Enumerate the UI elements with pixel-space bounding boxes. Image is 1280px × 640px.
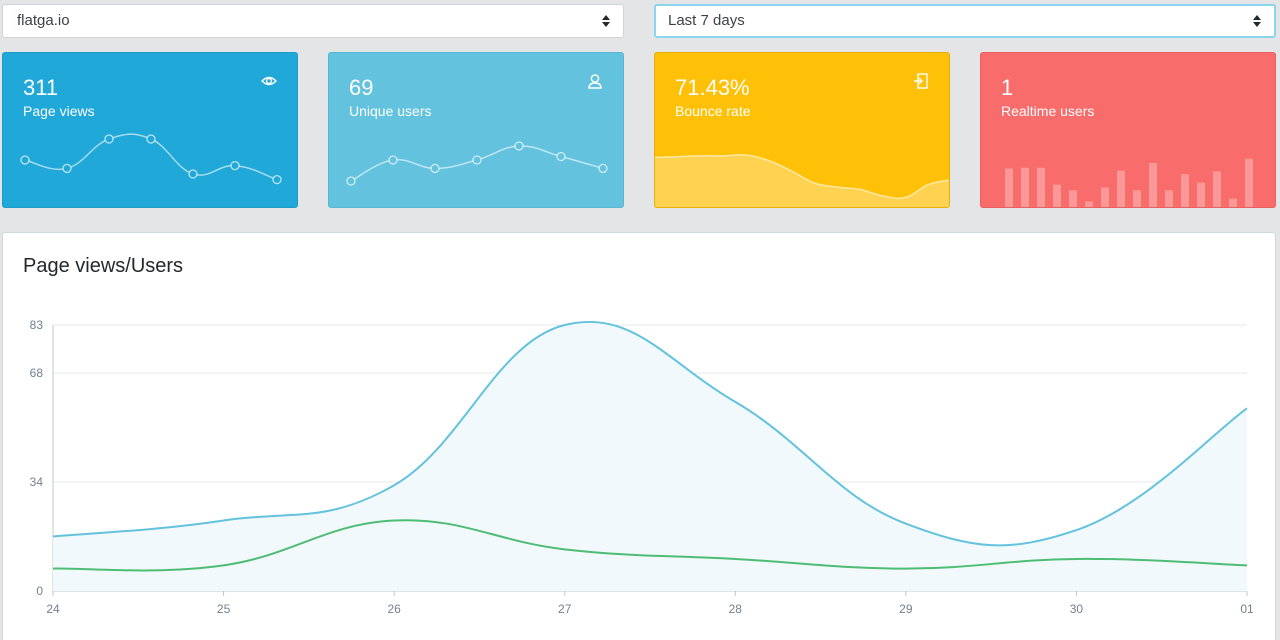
bounce-rate-area [655, 154, 949, 207]
unique-users-spark-point [346, 176, 356, 186]
unique-users-spark-point [514, 141, 524, 151]
unique-users-label: Unique users [349, 103, 432, 119]
user-icon [587, 73, 603, 89]
site-select-value: flatga.io [17, 12, 70, 29]
page-views-spark-point [272, 174, 282, 185]
realtime-users-bar [1037, 167, 1045, 207]
realtime-users-bar [1181, 174, 1189, 207]
y-tick-label: 83 [30, 318, 44, 332]
unique-users-spark-point [598, 163, 608, 174]
realtime-users-bar [1005, 168, 1013, 207]
bounce-rate-area-chart [655, 153, 949, 207]
realtime-users-bar [1053, 184, 1061, 207]
realtime-users-bar [1117, 170, 1125, 207]
x-tick-label: 01 [1240, 602, 1254, 616]
eye-icon [261, 73, 277, 89]
y-tick-label: 0 [36, 584, 43, 598]
page-views-value: 311 [23, 75, 59, 100]
y-tick-label: 68 [30, 366, 44, 380]
unique-users-value: 69 [349, 75, 374, 100]
realtime-users-bar [1069, 190, 1077, 207]
x-tick-label: 24 [46, 602, 60, 616]
date-range-select-value: Last 7 days [668, 12, 745, 29]
realtime-users-bar [1149, 162, 1157, 207]
realtime-users-bar [1101, 187, 1109, 207]
page-views-spark-point [20, 155, 30, 165]
unique-users-spark-point [430, 163, 440, 174]
page-views-card: 311 Page views [2, 52, 298, 208]
panel-title: Page views/Users [23, 255, 184, 277]
x-tick-label: 30 [1070, 602, 1084, 616]
unique-users-sparkline [346, 141, 608, 186]
bounce-rate-card: 71.43% Bounce rate [654, 52, 950, 208]
bounce-rate-value: 71.43% [675, 75, 750, 100]
realtime-users-bar [1133, 190, 1141, 207]
unique-users-spark-point [388, 155, 398, 165]
realtime-users-bar [1213, 171, 1221, 207]
select-arrows-icon [601, 5, 611, 37]
x-tick-label: 25 [217, 602, 231, 616]
realtime-users-card: 1 Realtime users [980, 52, 1276, 208]
date-range-select[interactable]: Last 7 days [654, 4, 1276, 38]
realtime-users-bar [1085, 201, 1093, 207]
realtime-users-bar [1197, 182, 1205, 207]
site-select[interactable]: flatga.io [2, 4, 624, 38]
page-views-spark-point [62, 163, 72, 174]
unique-users-spark-point [556, 151, 566, 162]
page-views-users-panel: Page views/Users 0 34 68 83 24 25 26 27 28 29 30 01 [2, 232, 1276, 640]
bounce-rate-label: Bounce rate [675, 103, 751, 119]
page-views-spark-point [230, 160, 240, 171]
x-tick-label: 29 [899, 602, 913, 616]
realtime-users-bar [1021, 167, 1029, 207]
realtime-users-bar [1165, 190, 1173, 207]
logout-icon [913, 73, 929, 89]
page-views-spark-point [188, 169, 198, 179]
select-arrows-icon [1252, 6, 1262, 36]
page-views-sparkline [20, 133, 282, 185]
page-views-spark-point [104, 134, 114, 144]
realtime-users-bar [1229, 198, 1237, 207]
series-0-area [53, 321, 1247, 591]
page-views-spark-point [146, 134, 156, 144]
page-views-label: Page views [23, 103, 95, 119]
unique-users-spark-point [472, 155, 482, 165]
unique-users-card: 69 Unique users [328, 52, 624, 208]
bounce-rate-line [655, 153, 949, 200]
series-1-line [52, 519, 1248, 572]
x-tick-label: 27 [558, 602, 572, 616]
realtime-users-bar [1245, 158, 1253, 207]
realtime-users-value: 1 [1001, 75, 1014, 100]
x-tick-label: 26 [387, 602, 401, 616]
series-0-line [52, 320, 1248, 547]
y-tick-label: 34 [30, 475, 44, 489]
x-tick-label: 28 [729, 602, 743, 616]
realtime-users-bar-chart [1005, 158, 1253, 207]
realtime-users-label: Realtime users [1001, 103, 1095, 119]
page-views-users-chart: 0 34 68 83 24 25 26 27 28 29 30 01 [30, 318, 1254, 616]
